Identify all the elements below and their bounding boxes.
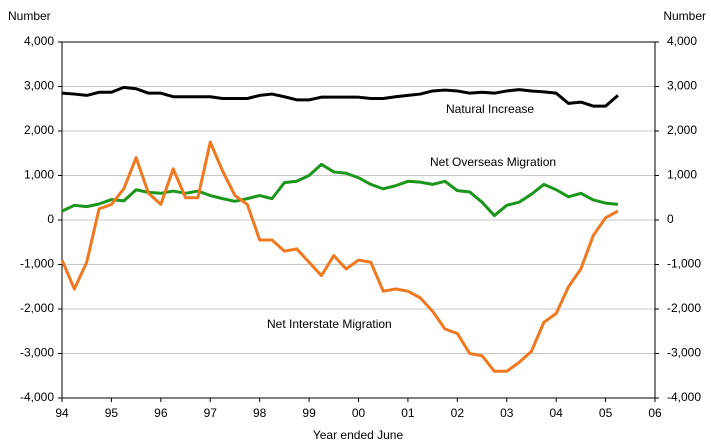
plot-frame	[61, 41, 656, 399]
y-tick-label: -3,000	[20, 346, 54, 360]
series-line	[61, 85, 619, 108]
y2-tick-label: -3,000	[667, 346, 701, 360]
y2-tick-label: 1,000	[667, 168, 697, 182]
y2-tick-label: 2,000	[667, 123, 697, 137]
y2-tick-label: 3,000	[667, 79, 697, 93]
x-tick-label: 03	[500, 406, 514, 420]
x-tick-label: 97	[204, 406, 218, 420]
y-tick-label: 2,000	[24, 123, 54, 137]
y2-tick-label: -1,000	[667, 257, 701, 271]
y-tick-label: 3,000	[24, 79, 54, 93]
x-tick-label: 06	[648, 406, 662, 420]
x-tick-label: 96	[154, 406, 168, 420]
series-line	[61, 162, 619, 218]
y-axis-label: Number	[8, 9, 51, 23]
x-tick-label: 05	[599, 406, 613, 420]
y2-tick-label: -4,000	[667, 390, 701, 404]
y-tick-label: -2,000	[20, 301, 54, 315]
y2-axis-label: Number	[663, 9, 706, 23]
annotation: Net Overseas Migration	[430, 155, 556, 169]
series-line	[60, 140, 619, 373]
x-tick-label: 00	[352, 406, 366, 420]
x-tick-label: 04	[549, 406, 563, 420]
y2-tick-label: -2,000	[667, 301, 701, 315]
x-tick-label: 98	[253, 406, 267, 420]
y-tick-label: 0	[47, 212, 54, 226]
y-tick-label: 4,000	[24, 34, 54, 48]
y-tick-label: -4,000	[20, 390, 54, 404]
annotation: Net Interstate Migration	[267, 317, 392, 331]
x-tick-label: 02	[451, 406, 465, 420]
x-tick-label: 94	[55, 406, 69, 420]
x-tick-label: 01	[401, 406, 415, 420]
x-axis-label: Year ended June	[313, 428, 404, 442]
y-tick-label: -1,000	[20, 257, 54, 271]
annotation: Natural Increase	[446, 102, 534, 116]
y2-tick-label: 4,000	[667, 34, 697, 48]
x-tick-label: 95	[105, 406, 119, 420]
y2-tick-label: 0	[667, 212, 674, 226]
x-tick-label: 99	[302, 406, 316, 420]
y-tick-label: 1,000	[24, 168, 54, 182]
